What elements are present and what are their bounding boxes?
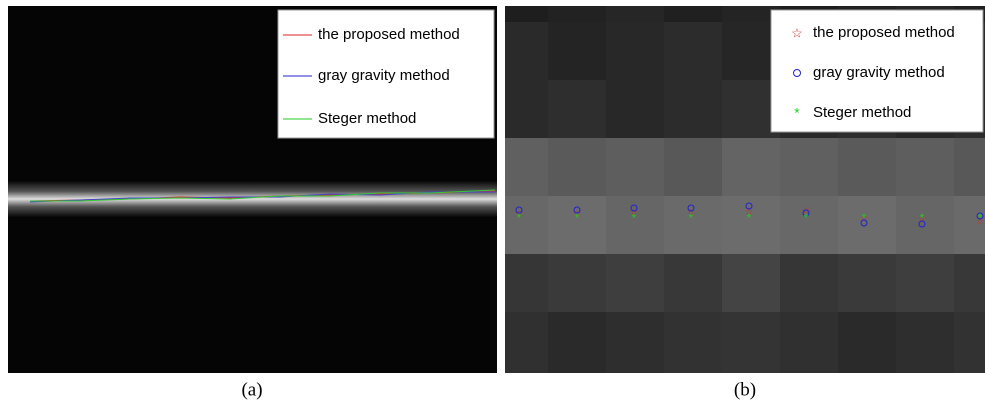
pixel-block xyxy=(838,312,896,373)
legend-label: gray gravity method xyxy=(318,67,450,84)
caption: (a) xyxy=(241,379,262,400)
pixel-block xyxy=(664,254,722,312)
steger-marker: * xyxy=(575,211,580,225)
steger-marker: * xyxy=(517,211,522,225)
pixel-block xyxy=(548,138,606,196)
legend-label: the proposed method xyxy=(813,24,955,41)
pixel-block xyxy=(722,254,780,312)
steger-marker: * xyxy=(920,211,925,225)
pixel-block xyxy=(606,6,664,22)
pixel-block xyxy=(838,138,896,196)
pixel-block xyxy=(606,254,664,312)
pixel-block xyxy=(954,138,985,196)
pixel-block xyxy=(505,22,548,80)
pixel-block xyxy=(896,254,954,312)
pixel-block xyxy=(954,312,985,373)
pixel-block xyxy=(548,22,606,80)
pixel-block xyxy=(664,138,722,196)
pixel-block xyxy=(548,80,606,138)
pixel-block xyxy=(664,80,722,138)
pixel-block xyxy=(722,138,780,196)
pixel-block xyxy=(606,138,664,196)
pixel-block xyxy=(722,312,780,373)
pixel-block xyxy=(606,312,664,373)
pixel-block xyxy=(780,312,838,373)
pixel-block xyxy=(838,196,896,254)
pixel-block xyxy=(505,80,548,138)
pixel-block xyxy=(896,312,954,373)
panel-a: the proposed method gray gravity method … xyxy=(8,6,497,400)
pixel-block xyxy=(780,254,838,312)
pixel-block xyxy=(606,80,664,138)
steger-marker: * xyxy=(689,211,694,225)
pixel-block xyxy=(664,6,722,22)
pixel-block xyxy=(896,138,954,196)
pixel-block xyxy=(505,254,548,312)
steger-marker: * xyxy=(747,211,752,225)
legend-marker: ☆ xyxy=(791,25,803,40)
pixel-block xyxy=(664,22,722,80)
legend-label: gray gravity method xyxy=(813,64,945,81)
legend-marker: * xyxy=(794,105,800,121)
pixel-block xyxy=(505,6,548,22)
legend-label: Steger method xyxy=(813,104,911,121)
pixel-block xyxy=(505,312,548,373)
pixel-block xyxy=(838,254,896,312)
pixel-block xyxy=(548,312,606,373)
steger-marker: * xyxy=(632,211,637,225)
pixel-block xyxy=(548,254,606,312)
legend-label: the proposed method xyxy=(318,26,460,43)
figure: the proposed method gray gravity method … xyxy=(0,0,985,408)
pixel-block xyxy=(954,254,985,312)
pixel-block xyxy=(606,22,664,80)
pixel-block xyxy=(505,196,548,254)
pixel-block xyxy=(664,312,722,373)
pixel-block xyxy=(548,6,606,22)
pixel-block xyxy=(780,138,838,196)
steger-marker: * xyxy=(978,211,983,225)
caption: (b) xyxy=(734,379,756,400)
steger-marker: * xyxy=(862,211,867,225)
legend-label: Steger method xyxy=(318,110,416,127)
pixel-block xyxy=(505,138,548,196)
steger-marker: * xyxy=(804,211,809,225)
laser-stripe xyxy=(8,180,497,218)
